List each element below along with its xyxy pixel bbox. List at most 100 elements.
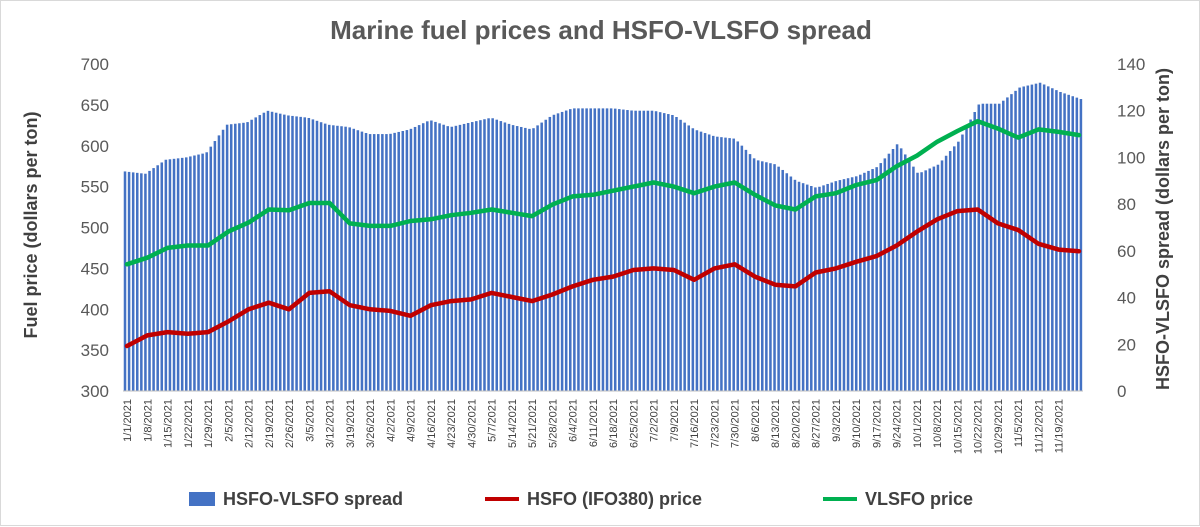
right-y-tick-label: 20 xyxy=(1117,335,1136,354)
x-tick-label: 2/12/2021 xyxy=(244,399,256,448)
spread-bar xyxy=(613,108,617,392)
spread-bar xyxy=(528,128,531,392)
spread-bar xyxy=(515,126,519,392)
spread-bar xyxy=(205,152,208,391)
left-y-tick-label: 400 xyxy=(81,300,109,319)
spread-bar xyxy=(160,162,164,391)
x-tick-label: 5/21/2021 xyxy=(527,399,539,448)
right-y-tick-label: 140 xyxy=(1117,55,1145,74)
spread-bar xyxy=(470,122,474,392)
spread-bar xyxy=(417,125,421,391)
legend-item-hsfo: HSFO (IFO380) price xyxy=(485,487,702,511)
spread-bar xyxy=(871,169,874,391)
x-tick-label: 1/29/2021 xyxy=(203,399,215,448)
x-tick-label: 9/10/2021 xyxy=(851,399,863,448)
spread-bar xyxy=(446,126,449,391)
spread-bar xyxy=(1038,82,1042,391)
x-tick-label: 3/26/2021 xyxy=(365,399,377,448)
spread-bar xyxy=(421,123,425,392)
spread-bar xyxy=(650,110,654,392)
spread-bar xyxy=(283,114,286,392)
x-tick-label: 5/28/2021 xyxy=(547,399,559,448)
spread-bar xyxy=(830,182,833,391)
spread-bar xyxy=(1018,87,1021,391)
spread-bar xyxy=(630,110,633,392)
spread-bar xyxy=(948,151,952,391)
x-tick-label: 8/27/2021 xyxy=(811,399,823,448)
spread-bar xyxy=(573,108,576,391)
x-tick-label: 9/24/2021 xyxy=(892,399,904,448)
spread-bar xyxy=(234,123,237,392)
chart-title: Marine fuel prices and HSFO-VLSFO spread xyxy=(330,15,872,45)
left-y-tick-label: 350 xyxy=(81,341,109,360)
legend-swatch-hsfo xyxy=(485,497,519,501)
x-tick-label: 3/12/2021 xyxy=(325,399,337,448)
spread-bar xyxy=(691,128,695,391)
spread-bar xyxy=(409,128,413,391)
spread-bar xyxy=(1046,86,1050,392)
right-y-tick-label: 40 xyxy=(1117,289,1136,308)
spread-bar xyxy=(859,174,862,391)
right-y-axis-label: HSFO-VLSFO spread (dollars per ton) xyxy=(1153,68,1173,390)
spread-bar xyxy=(993,103,997,392)
spread-bar xyxy=(634,110,637,392)
spread-bar xyxy=(814,187,817,391)
spread-bar xyxy=(327,124,331,391)
spread-bar xyxy=(442,124,445,391)
spread-bar xyxy=(887,153,891,391)
spread-bar xyxy=(646,110,650,392)
spread-bar xyxy=(552,114,556,391)
spread-bar xyxy=(189,156,192,391)
spread-bar xyxy=(953,146,956,391)
spread-bar xyxy=(475,121,478,392)
spread-bar xyxy=(193,155,196,391)
spread-bar xyxy=(491,118,494,391)
x-tick-label: 9/17/2021 xyxy=(871,399,883,448)
spread-bar xyxy=(368,134,372,391)
spread-bar xyxy=(818,186,821,391)
spread-bar xyxy=(695,130,699,392)
x-tick-label: 6/4/2021 xyxy=(568,399,580,442)
spread-bar xyxy=(405,130,409,391)
spread-bar xyxy=(217,135,221,391)
spread-bar xyxy=(908,160,911,391)
spread-bar xyxy=(315,120,319,391)
spread-bar xyxy=(769,163,772,391)
spread-bar xyxy=(511,125,515,392)
x-tick-label: 4/2/2021 xyxy=(385,399,397,442)
spread-bar xyxy=(540,122,543,391)
x-tick-label: 8/20/2021 xyxy=(790,399,802,448)
spread-bar xyxy=(899,148,903,391)
spread-bar xyxy=(438,123,441,391)
spread-bar xyxy=(961,134,964,391)
spread-bar xyxy=(221,129,225,391)
legend-label-spread: HSFO-VLSFO spread xyxy=(223,488,404,509)
spread-bar xyxy=(262,112,266,392)
spread-bar xyxy=(466,122,470,392)
spread-bar xyxy=(372,134,376,391)
spread-bar xyxy=(1034,83,1038,391)
spread-bar xyxy=(1042,84,1046,391)
legend-item-vlsfo: VLSFO price xyxy=(823,487,973,511)
spread-bar xyxy=(401,131,405,391)
spread-bar xyxy=(585,108,588,391)
spread-bar xyxy=(944,155,948,391)
left-y-tick-label: 650 xyxy=(81,96,109,115)
left-y-tick-label: 600 xyxy=(81,137,109,156)
x-tick-label: 4/30/2021 xyxy=(466,399,478,448)
spread-bar xyxy=(426,121,429,391)
left-y-axis: 300 350 400 450 500 550 600 650 700 xyxy=(81,55,109,401)
spread-bar xyxy=(377,134,380,391)
spread-bar xyxy=(336,125,339,392)
spread-bar xyxy=(131,172,135,391)
spread-bar xyxy=(250,119,253,391)
spread-bar xyxy=(711,135,715,391)
spread-bar xyxy=(867,170,870,391)
spread-bar xyxy=(548,116,552,391)
spread-bar xyxy=(393,132,396,391)
spread-bar xyxy=(532,128,535,391)
spread-bar xyxy=(957,141,960,391)
right-y-tick-label: 80 xyxy=(1117,195,1136,214)
spread-bar xyxy=(123,171,127,391)
spread-bar xyxy=(180,157,184,391)
